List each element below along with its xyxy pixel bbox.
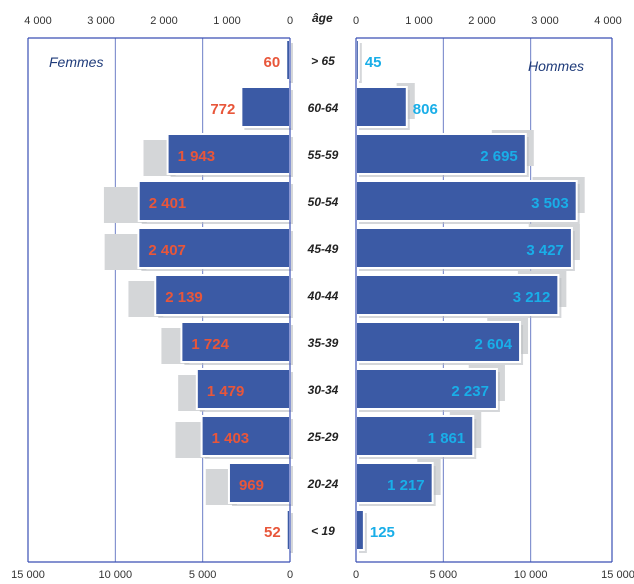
age-category-label: 20-24 — [307, 477, 339, 491]
bar-shadow-femmes — [289, 513, 293, 553]
value-label-femmes: 969 — [239, 477, 264, 494]
bottom-tick-left: 0 — [287, 569, 293, 581]
value-label-hommes: 3 503 — [531, 195, 569, 212]
bar-hommes — [355, 180, 578, 222]
bottom-tick-right: 15 000 — [601, 569, 634, 581]
age-category-label: 60-64 — [308, 101, 339, 115]
value-label-hommes: 125 — [370, 524, 395, 541]
bar-hommes — [355, 509, 365, 551]
age-category-label: < 19 — [311, 524, 335, 538]
bottom-tick-left: 5 000 — [189, 569, 217, 581]
age-category-label: > 65 — [311, 54, 335, 68]
bottom-tick-right: 0 — [353, 569, 359, 581]
top-tick-right: 3 000 — [531, 15, 559, 27]
value-label-femmes: 60 — [264, 54, 281, 71]
value-label-hommes: 2 604 — [475, 336, 513, 353]
bar-hommes — [355, 227, 573, 269]
bar-femmes — [137, 227, 291, 269]
age-category-label: 30-34 — [308, 383, 339, 397]
age-category-label: 45-49 — [307, 242, 339, 256]
value-label-hommes: 3 212 — [513, 289, 551, 306]
value-label-hommes: 2 237 — [451, 383, 489, 400]
value-label-hommes: 3 427 — [526, 242, 564, 259]
value-label-hommes: 45 — [365, 54, 382, 71]
bar-femmes — [195, 368, 291, 410]
top-tick-left: 3 000 — [87, 15, 115, 27]
bottom-tick-left: 10 000 — [99, 569, 133, 581]
value-label-femmes: 52 — [264, 524, 281, 541]
value-label-femmes: 2 401 — [149, 195, 187, 212]
age-category-label: 50-54 — [308, 195, 339, 209]
age-category-label: 25-29 — [307, 430, 339, 444]
bottom-tick-right: 5 000 — [430, 569, 458, 581]
top-tick-left: 2 000 — [150, 15, 178, 27]
value-label-hommes: 1 217 — [387, 477, 425, 494]
bar-femmes — [180, 321, 291, 363]
legend-femmes: Femmes — [49, 54, 103, 70]
value-label-femmes: 2 407 — [148, 242, 186, 259]
bar-hommes — [355, 415, 475, 457]
top-tick-left: 1 000 — [213, 15, 241, 27]
bar-femmes — [154, 274, 291, 316]
value-label-femmes: 1 943 — [178, 148, 216, 165]
bar-hommes — [355, 86, 408, 128]
top-tick-left: 4 000 — [24, 15, 52, 27]
bar-hommes — [355, 274, 560, 316]
value-label-hommes: 1 861 — [428, 430, 466, 447]
age-category-label: 40-44 — [307, 289, 339, 303]
age-category-label: 35-39 — [308, 336, 339, 350]
bar-hommes — [355, 368, 498, 410]
age-category-label: 55-59 — [308, 148, 339, 162]
bottom-tick-right: 10 000 — [514, 569, 548, 581]
top-tick-right: 0 — [353, 15, 359, 27]
bar-femmes — [240, 86, 291, 128]
bar-femmes — [137, 180, 291, 222]
value-label-femmes: 1 403 — [212, 430, 250, 447]
top-tick-right: 1 000 — [405, 15, 433, 27]
age-axis-title: âge — [312, 11, 333, 25]
value-label-femmes: 1 479 — [207, 383, 245, 400]
top-tick-right: 2 000 — [468, 15, 496, 27]
labels: 4 000 3 000 2 000 1 000 0 0 1 000 2 000 3 000 4 0… — [11, 15, 634, 581]
bars — [137, 39, 580, 553]
bar-hommes — [355, 133, 527, 175]
top-tick-left: 0 — [287, 15, 293, 27]
value-label-femmes: 772 — [210, 101, 235, 118]
value-label-femmes: 2 139 — [165, 289, 203, 306]
bar-femmes — [166, 133, 291, 175]
axes — [27, 37, 613, 563]
bar-hommes — [355, 462, 434, 504]
bar-shadow-hommes — [359, 43, 362, 83]
top-tick-right: 4 000 — [594, 15, 622, 27]
value-label-hommes: 2 695 — [480, 148, 518, 165]
value-label-femmes: 1 724 — [191, 336, 229, 353]
bottom-tick-left: 15 000 — [11, 569, 45, 581]
bar-shadow-femmes — [289, 43, 293, 83]
value-label-hommes: 806 — [413, 101, 438, 118]
legend-hommes: Hommes — [528, 58, 584, 74]
